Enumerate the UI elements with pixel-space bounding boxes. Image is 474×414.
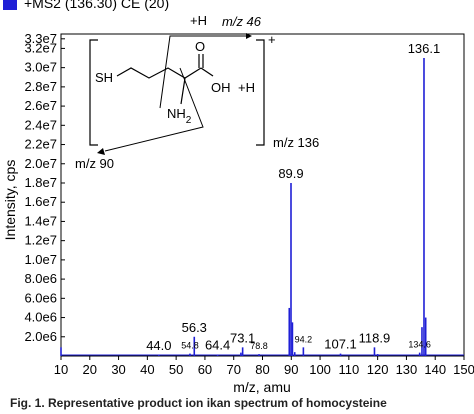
sh-label: SH bbox=[95, 70, 113, 85]
frag-arrow-top-head bbox=[246, 33, 252, 39]
peak-label-1: 54.8 bbox=[181, 341, 199, 351]
legend: +MS2 (136.30) CE (20) bbox=[3, 0, 169, 11]
y-tick-label-7: 1.6e7 bbox=[24, 194, 57, 209]
x-tick-label-2: 30 bbox=[111, 362, 125, 377]
x-tick-label-4: 50 bbox=[169, 362, 183, 377]
frag-right-label: m/z 136 bbox=[273, 135, 319, 150]
plus-h-right-label: +H bbox=[238, 80, 255, 95]
hydroxyl-bond bbox=[200, 67, 214, 77]
molecule-skeleton bbox=[116, 67, 202, 105]
y-tick-label-12: 2.6e7 bbox=[24, 98, 57, 113]
x-tick-label-7: 80 bbox=[255, 362, 269, 377]
y-tick-label-6: 1.4e7 bbox=[24, 213, 57, 228]
y-tick-label-4: 1.0e7 bbox=[24, 252, 57, 267]
peak-label-3: 64.4 bbox=[205, 338, 230, 353]
x-tick-label-8: 90 bbox=[284, 362, 298, 377]
y-tick-label-9: 2.0e7 bbox=[24, 156, 57, 171]
x-tick-label-14: 150 bbox=[453, 362, 474, 377]
x-tick-label-9: 100 bbox=[309, 362, 331, 377]
peak-label-8: 107.1 bbox=[324, 337, 357, 352]
y-tick-label-5: 1.2e7 bbox=[24, 233, 57, 248]
y-tick-label-10: 2.2e7 bbox=[24, 137, 57, 152]
y-tick-label-13: 2.8e7 bbox=[24, 79, 57, 94]
x-tick-label-12: 130 bbox=[396, 362, 418, 377]
x-tick-label-6: 70 bbox=[226, 362, 240, 377]
plus-h-top-label: +H bbox=[190, 13, 207, 28]
o-label: O bbox=[195, 39, 205, 54]
nh2-label: NH2 bbox=[167, 106, 192, 126]
x-tick-label-13: 140 bbox=[424, 362, 446, 377]
y-tick-label-0: 2.0e6 bbox=[24, 329, 57, 344]
frag-arrow-left-head bbox=[97, 148, 105, 155]
plot-frame bbox=[60, 33, 465, 357]
x-tick-label-0: 10 bbox=[54, 362, 68, 377]
y-tick-label-3: 8.0e6 bbox=[24, 271, 57, 286]
peak-label-7: 94.2 bbox=[295, 334, 313, 344]
frag-arrow-left bbox=[104, 67, 204, 152]
frag-top-label: m/z 46 bbox=[222, 14, 262, 29]
frag-arrow-top bbox=[159, 35, 246, 109]
peak-label-0: 44.0 bbox=[146, 338, 171, 353]
legend-label: +MS2 (136.30) CE (20) bbox=[24, 0, 169, 11]
y-axis-title: Intensity, cps bbox=[2, 160, 18, 241]
peak-label-2: 56.3 bbox=[182, 320, 207, 335]
legend-swatch bbox=[3, 0, 17, 10]
structure-diagram: + SH O OH +H NH2 +H m/z 46 m/z 90 m/z 13… bbox=[75, 13, 319, 171]
bracket-left bbox=[89, 39, 98, 146]
frag-left-label: m/z 90 bbox=[75, 156, 114, 171]
x-tick-label-3: 40 bbox=[140, 362, 154, 377]
bracket-right bbox=[256, 39, 265, 146]
peak-labels: 44.0 54.8 56.3 64.4 73.178.8 89.9 94.2 107.1 118… bbox=[146, 41, 440, 353]
spectrum-peaks bbox=[60, 58, 464, 356]
figure-caption: Fig. 1. Representative product ion ikan … bbox=[10, 396, 387, 410]
y-tick-label-11: 2.4e7 bbox=[24, 117, 57, 132]
y-tick-label-2: 6.0e6 bbox=[24, 290, 57, 305]
peak-label-5: 78.8 bbox=[250, 341, 268, 351]
x-axis-title: m/z, amu bbox=[233, 379, 291, 395]
x-axis: 10 20 30 40 50 60 70 80 90 100 110 120 130 140 150 bbox=[54, 356, 474, 377]
y-tick-label-1: 4.0e6 bbox=[24, 310, 57, 325]
y-axis: 2.0e6 4.0e6 6.0e6 8.0e6 1.0e7 1.2e7 1.4e7 1.6e7… bbox=[24, 31, 65, 344]
x-tick-label-1: 20 bbox=[83, 362, 97, 377]
peak-label-4: 73.1 bbox=[230, 330, 255, 345]
x-tick-label-5: 60 bbox=[198, 362, 212, 377]
peak-label-6: 89.9 bbox=[278, 166, 303, 181]
y-tick-label-14: 3.0e7 bbox=[24, 60, 57, 75]
oh-label: OH bbox=[211, 80, 231, 95]
x-tick-label-10: 110 bbox=[338, 362, 359, 377]
y-tick-label-16: 3.3e7 bbox=[24, 31, 57, 46]
carbonyl-bond bbox=[198, 54, 204, 68]
x-tick-label-11: 120 bbox=[367, 362, 389, 377]
peak-label-11: 136.1 bbox=[408, 41, 441, 56]
y-tick-label-8: 1.8e7 bbox=[24, 175, 57, 190]
y-tick-label-15: 3.2e7 bbox=[24, 40, 57, 55]
charge-label: + bbox=[268, 32, 276, 47]
peak-label-9: 118.9 bbox=[359, 330, 391, 345]
peak-label-10: 134.6 bbox=[408, 340, 431, 350]
